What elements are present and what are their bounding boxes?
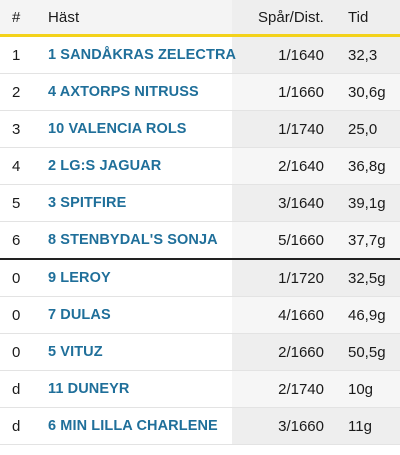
row-position: 0 xyxy=(12,306,21,324)
horse-link[interactable]: 2 LG:S JAGUAR xyxy=(48,158,162,174)
horse-link[interactable]: 11 DUNEYR xyxy=(48,381,130,397)
row-position: 1 xyxy=(12,46,21,64)
header-track-distance: Spår/Dist. xyxy=(258,8,324,26)
horse-link[interactable]: 4 AXTORPS NITRUSS xyxy=(48,84,199,100)
row-track-distance: 2/1640 xyxy=(278,157,324,175)
table-row: 0 7 DULAS 4/1660 46,9g xyxy=(0,297,400,334)
row-track-distance: 1/1660 xyxy=(278,83,324,101)
header-time: Tid xyxy=(348,8,369,26)
horse-link[interactable]: 8 STENBYDAL'S SONJA xyxy=(48,232,218,248)
race-results-table: # Häst Spår/Dist. Tid 1 1 SANDÅKRAS ZELE… xyxy=(0,0,400,445)
row-track-distance: 1/1640 xyxy=(278,46,324,64)
horse-link[interactable]: 5 VITUZ xyxy=(48,344,103,360)
table-row: 2 4 AXTORPS NITRUSS 1/1660 30,6g xyxy=(0,74,400,111)
row-time: 32,5g xyxy=(348,269,386,287)
row-position: 2 xyxy=(12,83,21,101)
row-time: 30,6g xyxy=(348,83,386,101)
row-track-distance: 1/1720 xyxy=(278,269,324,287)
row-time: 10g xyxy=(348,380,374,398)
table-row: 5 3 SPITFIRE 3/1640 39,1g xyxy=(0,185,400,222)
table-row: d 6 MIN LILLA CHARLENE 3/1660 11g xyxy=(0,408,400,445)
row-position: 4 xyxy=(12,157,21,175)
row-time: 46,9g xyxy=(348,306,386,324)
table-row: 0 5 VITUZ 2/1660 50,5g xyxy=(0,334,400,371)
row-time: 11g xyxy=(348,417,372,435)
row-time: 36,8g xyxy=(348,157,386,175)
row-position: d xyxy=(12,417,21,435)
header-position: # xyxy=(12,8,21,26)
row-shade xyxy=(232,74,400,110)
row-position: 0 xyxy=(12,269,21,287)
row-shade xyxy=(232,222,400,258)
horse-link[interactable]: 6 MIN LILLA CHARLENE xyxy=(48,418,218,434)
row-shade xyxy=(232,185,400,221)
horse-link[interactable]: 9 LEROY xyxy=(48,270,111,286)
row-track-distance: 3/1660 xyxy=(278,417,324,435)
row-position: 0 xyxy=(12,343,21,361)
horse-link[interactable]: 10 VALENCIA ROLS xyxy=(48,121,187,137)
row-position: 5 xyxy=(12,194,21,212)
row-track-distance: 1/1740 xyxy=(278,120,324,138)
header-horse: Häst xyxy=(48,8,80,26)
row-time: 50,5g xyxy=(348,343,386,361)
table-row: 3 10 VALENCIA ROLS 1/1740 25,0 xyxy=(0,111,400,148)
row-position: d xyxy=(12,380,21,398)
table-row: 6 8 STENBYDAL'S SONJA 5/1660 37,7g xyxy=(0,222,400,260)
row-time: 39,1g xyxy=(348,194,386,212)
row-time: 25,0 xyxy=(348,120,378,138)
header-shade xyxy=(232,0,400,34)
row-time: 32,3 xyxy=(348,46,378,64)
horse-link[interactable]: 1 SANDÅKRAS ZELECTRA xyxy=(48,47,237,63)
row-shade xyxy=(232,371,400,407)
row-track-distance: 2/1660 xyxy=(278,343,324,361)
row-track-distance: 5/1660 xyxy=(278,231,324,249)
row-shade xyxy=(232,260,400,296)
row-shade xyxy=(232,37,400,73)
table-header: # Häst Spår/Dist. Tid xyxy=(0,0,400,37)
row-time: 37,7g xyxy=(348,231,386,249)
row-track-distance: 4/1660 xyxy=(278,306,324,324)
row-shade xyxy=(232,111,400,147)
row-shade xyxy=(232,334,400,370)
horse-link[interactable]: 7 DULAS xyxy=(48,307,111,323)
row-position: 3 xyxy=(12,120,21,138)
table-row: 4 2 LG:S JAGUAR 2/1640 36,8g xyxy=(0,148,400,185)
row-position: 6 xyxy=(12,231,21,249)
horse-link[interactable]: 3 SPITFIRE xyxy=(48,195,127,211)
table-row: 1 1 SANDÅKRAS ZELECTRA 1/1640 32,3 xyxy=(0,37,400,74)
row-track-distance: 3/1640 xyxy=(278,194,324,212)
row-shade xyxy=(232,297,400,333)
table-row: 0 9 LEROY 1/1720 32,5g xyxy=(0,260,400,297)
row-shade xyxy=(232,148,400,184)
row-shade xyxy=(232,408,400,444)
table-row: d 11 DUNEYR 2/1740 10g xyxy=(0,371,400,408)
row-track-distance: 2/1740 xyxy=(278,380,324,398)
